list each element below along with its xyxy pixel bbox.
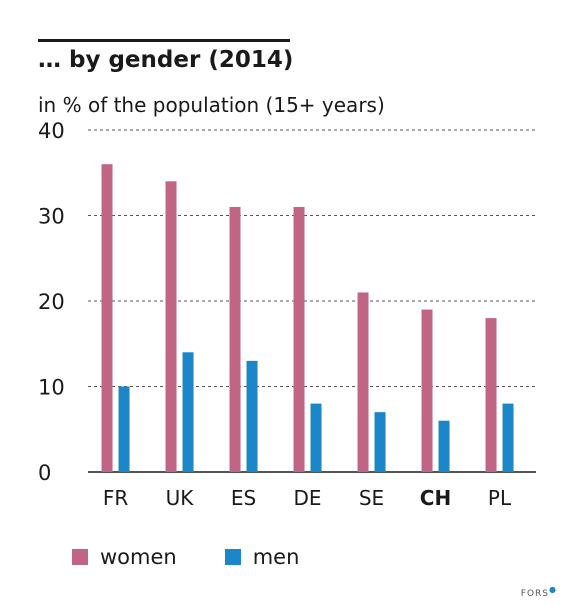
x-tick-label-PL: PL <box>488 486 512 510</box>
legend-swatch-women <box>72 549 88 565</box>
bar-men-ES <box>246 360 258 472</box>
legend-item-women: women <box>72 545 177 569</box>
x-tick-label-UK: UK <box>166 486 195 510</box>
bar-women-SE <box>357 292 369 472</box>
y-tick-label-0: 0 <box>38 461 51 485</box>
x-tick-label-DE: DE <box>293 486 321 510</box>
bar-men-CH <box>438 420 450 472</box>
legend-label-women: women <box>100 545 177 569</box>
y-tick-label-20: 20 <box>38 290 65 314</box>
bar-women-UK <box>165 181 177 473</box>
legend: women men <box>72 545 347 569</box>
fors-logo: FORS● <box>520 585 557 599</box>
bar-men-UK <box>182 352 194 472</box>
bar-women-CH <box>421 309 433 472</box>
bar-men-PL <box>502 403 514 472</box>
y-tick-label-30: 30 <box>38 205 65 229</box>
chart-subtitle: in % of the population (15+ years) <box>38 93 385 117</box>
x-tick-label-ES: ES <box>231 486 256 510</box>
bar-women-PL <box>485 318 497 472</box>
bar-men-DE <box>310 403 322 472</box>
y-tick-label-40: 40 <box>38 119 65 143</box>
bar-women-FR <box>101 164 113 472</box>
bar-men-FR <box>118 386 130 472</box>
legend-swatch-men <box>224 549 241 565</box>
x-tick-label-SE: SE <box>359 486 384 510</box>
chart-title: … by gender (2014) <box>38 47 294 73</box>
bar-women-DE <box>293 206 305 472</box>
x-tick-label-CH: CH <box>420 486 451 510</box>
x-tick-label-FR: FR <box>103 486 129 510</box>
legend-item-men: men <box>224 545 300 569</box>
bar-women-ES <box>229 206 241 472</box>
title-rule <box>38 39 290 42</box>
y-tick-label-10: 10 <box>38 376 65 400</box>
bar-men-SE <box>374 412 386 472</box>
legend-label-men: men <box>252 545 300 569</box>
